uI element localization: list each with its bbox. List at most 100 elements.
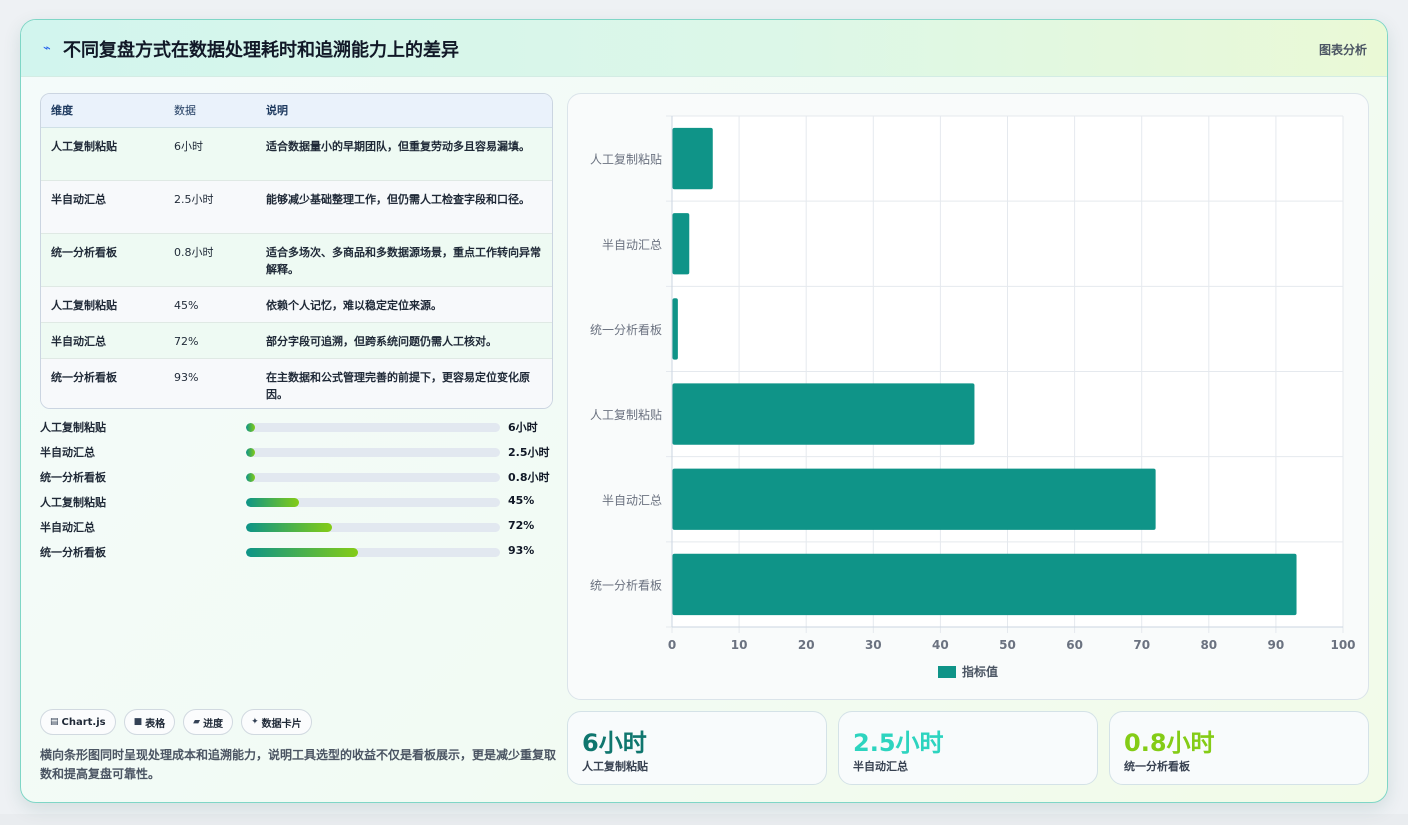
progress-label: 人工复制粘贴 [40, 421, 106, 434]
progress-label: 半自动汇总 [40, 446, 95, 459]
x-tick-label: 30 [865, 638, 882, 652]
progress-label: 人工复制粘贴 [40, 496, 106, 509]
progress-value: 72% [508, 519, 535, 532]
progress-row: 人工复制粘贴 6小时 [40, 418, 560, 443]
x-tick-label: 10 [731, 638, 748, 652]
chip-label: 数据卡片 [261, 718, 302, 730]
progress-track [246, 523, 500, 532]
kpi-card: 6小时人工复制粘贴 [567, 711, 827, 785]
table-row: 半自动汇总 72% 部分字段可追溯，但跨系统问题仍需人工核对。 [41, 322, 552, 359]
kpi-card: 2.5小时 半自动汇总 [838, 711, 1098, 785]
x-tick-label: 60 [1066, 638, 1083, 652]
table-row: 人工复制粘贴 6小时 适合数据量小的早期团队，但重复劳动多且容易漏填。 [41, 127, 552, 181]
cell-dimension: 半自动汇总 [41, 180, 164, 234]
kpi-value: 2.5小时 [853, 729, 944, 757]
card-header: ⌁ 不同复盘方式在数据处理耗时和追溯能力上的差异 图表分析 [21, 20, 1387, 77]
progress-list: 人工复制粘贴 6小时 半自动汇总 2.5小时 统一分析看板 0.8小时 人工复制粘贴 45% 半… [40, 418, 560, 568]
progress-track [246, 448, 500, 457]
bar [672, 127, 713, 190]
chip-table[interactable]: ■ 表格 [123, 709, 176, 735]
x-tick-label: 70 [1133, 638, 1150, 652]
column-header-data: 数据 [164, 94, 256, 128]
sparkle-icon: ✦ [251, 717, 259, 727]
table-row: 统一分析看板 93% 在主数据和公式管理完善的前提下，更容易定位变化原因。 [41, 358, 552, 408]
chip-label: 表格 [145, 718, 166, 730]
legend-label: 指标值 [962, 664, 998, 679]
kpi-card: 0.8小时统一分析看板 [1109, 711, 1369, 785]
cell-description: 在主数据和公式管理完善的前提下，更容易定位变化原因。 [266, 370, 530, 401]
y-category-label: 统一分析看板 [590, 578, 662, 592]
table-row: 统一分析看板 0.8小时 适合多场次、多商品和多数据源场景，重点工作转向异常解释。 [41, 233, 552, 287]
progress-fill [246, 423, 256, 432]
table-icon: ■ [133, 717, 143, 727]
cell-description: 适合多场次、多商品和多数据源场景，重点工作转向异常解释。 [256, 233, 552, 287]
progress-track [246, 548, 500, 557]
chip-label: 进度 [203, 718, 224, 730]
bar-chart: 0 10 20 30 40 50 60 70 80 90 100人工复制粘贴半自动汇总统一分析看板人… [590, 115, 1356, 679]
y-category-label: 半自动汇总 [602, 238, 662, 252]
column-header-description: 说明 [256, 94, 552, 128]
bar-chart-panel: 0 10 20 30 40 50 60 70 80 90 100 人工复制粘贴 半自动汇总 统一分析看板人… [567, 93, 1369, 700]
y-category-label: 统一分析看板 [590, 323, 662, 337]
bar [672, 553, 1297, 616]
bar [672, 383, 975, 445]
page-bottom-strip [0, 814, 1408, 825]
chip-chart[interactable]: ▤ Chart.js [40, 709, 116, 735]
progress-row: 人工复制粘贴 45% [40, 493, 560, 518]
analysis-card: ⌁ 不同复盘方式在数据处理耗时和追溯能力上的差异 图表分析 维度 数据 说明 人… [20, 19, 1388, 803]
progress-fill [246, 548, 358, 557]
y-category-label: 人工复制粘贴 [590, 407, 662, 422]
progress-value: 2.5小时 [508, 446, 550, 459]
x-tick-label: 40 [932, 638, 949, 652]
progress-track [246, 498, 500, 507]
cell-dimension: 人工复制粘贴 [41, 286, 164, 323]
kpi-value: 6小时 [582, 729, 647, 757]
x-tick-label: 50 [999, 638, 1016, 652]
footnote: 横向条形图同时呈现处理成本和追溯能力，说明工具选型的收益不仅是看板展示，更是减少… [40, 748, 557, 781]
progress-track [246, 423, 500, 432]
cell-value: 6小时 [164, 127, 256, 181]
bar [672, 468, 1156, 530]
bar [672, 298, 678, 360]
y-category-label: 人工复制粘贴 [590, 152, 662, 167]
progress-value: 45% [508, 494, 535, 507]
progress-fill [246, 523, 333, 532]
bar [672, 213, 690, 275]
kpi-value: 0.8小时 [1124, 729, 1215, 757]
x-tick-label: 80 [1200, 638, 1217, 652]
progress-row: 半自动汇总 2.5小时 [40, 443, 560, 468]
table-header-row: 维度 数据 说明 [41, 94, 552, 128]
x-tick-label: 20 [798, 638, 815, 652]
chip-sparkle[interactable]: ✦ 数据卡片 [241, 709, 312, 735]
progress-label: 半自动汇总 [40, 521, 95, 534]
chart-analysis-tag[interactable]: 图表分析 [1318, 43, 1367, 57]
cell-dimension: 统一分析看板 [41, 233, 164, 287]
kpi-label: 人工复制粘贴 [582, 760, 648, 773]
cell-description: 适合数据量小的早期团队，但重复劳动多且容易漏填。 [256, 127, 552, 181]
chip-label: Chart.js [61, 716, 106, 728]
x-tick-label: 0 [668, 638, 676, 652]
progress-row: 统一分析看板 93% [40, 543, 560, 568]
progress-row: 半自动汇总 72% [40, 518, 560, 543]
feature-chips: ▤ Chart.js ■ 表格 ▰ 进度 ✦ 数据卡片 [40, 709, 312, 735]
progress-value: 93% [508, 544, 535, 557]
cell-description: 依赖个人记忆，难以稳定定位来源。 [256, 286, 552, 323]
cell-description: 部分字段可追溯，但跨系统问题仍需人工核对。 [256, 322, 552, 359]
progress-row: 统一分析看板 0.8小时 [40, 468, 560, 493]
cell-description: 能够减少基础整理工作，但仍需人工检查字段和口径。 [256, 180, 552, 234]
progress-value: 6小时 [508, 421, 538, 434]
cell-value: 45% [164, 286, 256, 323]
x-tick-label: 100 [1330, 638, 1355, 652]
comparison-table: 维度 数据 说明 人工复制粘贴 6小时 适合数据量小的早期团队，但重复劳动多且容易漏… [40, 93, 553, 409]
kpi-label: 统一分析看板 [1124, 760, 1190, 773]
column-header-dimension: 维度 [41, 94, 164, 128]
x-tick-label: 90 [1268, 638, 1285, 652]
progress-fill [246, 498, 300, 507]
chip-progress[interactable]: ▰ 进度 [183, 709, 234, 735]
cell-value: 0.8小时 [164, 233, 256, 287]
progress-fill [246, 448, 256, 457]
cell-dimension: 统一分析看板 [51, 370, 117, 384]
legend-swatch [938, 666, 956, 678]
page-title: 不同复盘方式在数据处理耗时和追溯能力上的差异 [63, 40, 459, 61]
progress-value: 0.8小时 [508, 471, 550, 484]
